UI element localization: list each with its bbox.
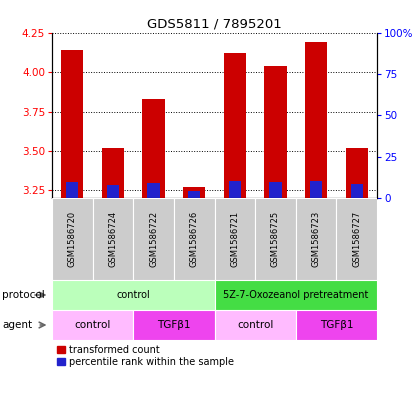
Bar xyxy=(188,191,200,198)
Title: GDS5811 / 7895201: GDS5811 / 7895201 xyxy=(147,17,282,30)
Text: GSM1586721: GSM1586721 xyxy=(230,211,239,267)
Bar xyxy=(52,198,93,280)
Bar xyxy=(133,310,215,340)
Bar xyxy=(215,310,296,340)
Bar xyxy=(296,198,337,280)
Bar xyxy=(310,181,322,198)
Legend: transformed count, percentile rank within the sample: transformed count, percentile rank withi… xyxy=(57,345,234,367)
Text: GSM1586726: GSM1586726 xyxy=(190,211,199,267)
Text: agent: agent xyxy=(2,320,32,330)
Bar xyxy=(224,53,246,198)
Bar xyxy=(305,42,327,198)
Bar xyxy=(147,183,160,198)
Text: GSM1586720: GSM1586720 xyxy=(68,211,77,267)
Bar xyxy=(174,198,215,280)
Bar xyxy=(351,184,363,198)
Text: control: control xyxy=(116,290,150,300)
Bar xyxy=(52,310,133,340)
Text: control: control xyxy=(74,320,111,330)
Bar xyxy=(264,66,287,198)
Text: GSM1586722: GSM1586722 xyxy=(149,211,158,267)
Bar xyxy=(133,198,174,280)
Bar xyxy=(255,198,296,280)
Bar xyxy=(66,182,78,198)
Bar xyxy=(296,310,377,340)
Bar xyxy=(337,198,377,280)
Text: GSM1586723: GSM1586723 xyxy=(312,211,320,267)
Text: TGFβ1: TGFβ1 xyxy=(320,320,353,330)
Text: GSM1586727: GSM1586727 xyxy=(352,211,361,267)
Bar xyxy=(215,280,377,310)
Bar xyxy=(102,148,124,198)
Bar xyxy=(269,182,282,198)
Text: 5Z-7-Oxozeanol pretreatment: 5Z-7-Oxozeanol pretreatment xyxy=(223,290,369,300)
Text: GSM1586725: GSM1586725 xyxy=(271,211,280,267)
Bar xyxy=(346,148,368,198)
Bar xyxy=(107,185,119,198)
Text: control: control xyxy=(237,320,273,330)
Bar xyxy=(142,99,165,198)
Bar xyxy=(229,181,241,198)
Bar xyxy=(215,198,255,280)
Text: TGFβ1: TGFβ1 xyxy=(157,320,190,330)
Bar xyxy=(61,50,83,198)
Bar xyxy=(93,198,133,280)
Text: protocol: protocol xyxy=(2,290,45,300)
Bar xyxy=(52,280,215,310)
Text: GSM1586724: GSM1586724 xyxy=(108,211,117,267)
Bar xyxy=(183,187,205,198)
